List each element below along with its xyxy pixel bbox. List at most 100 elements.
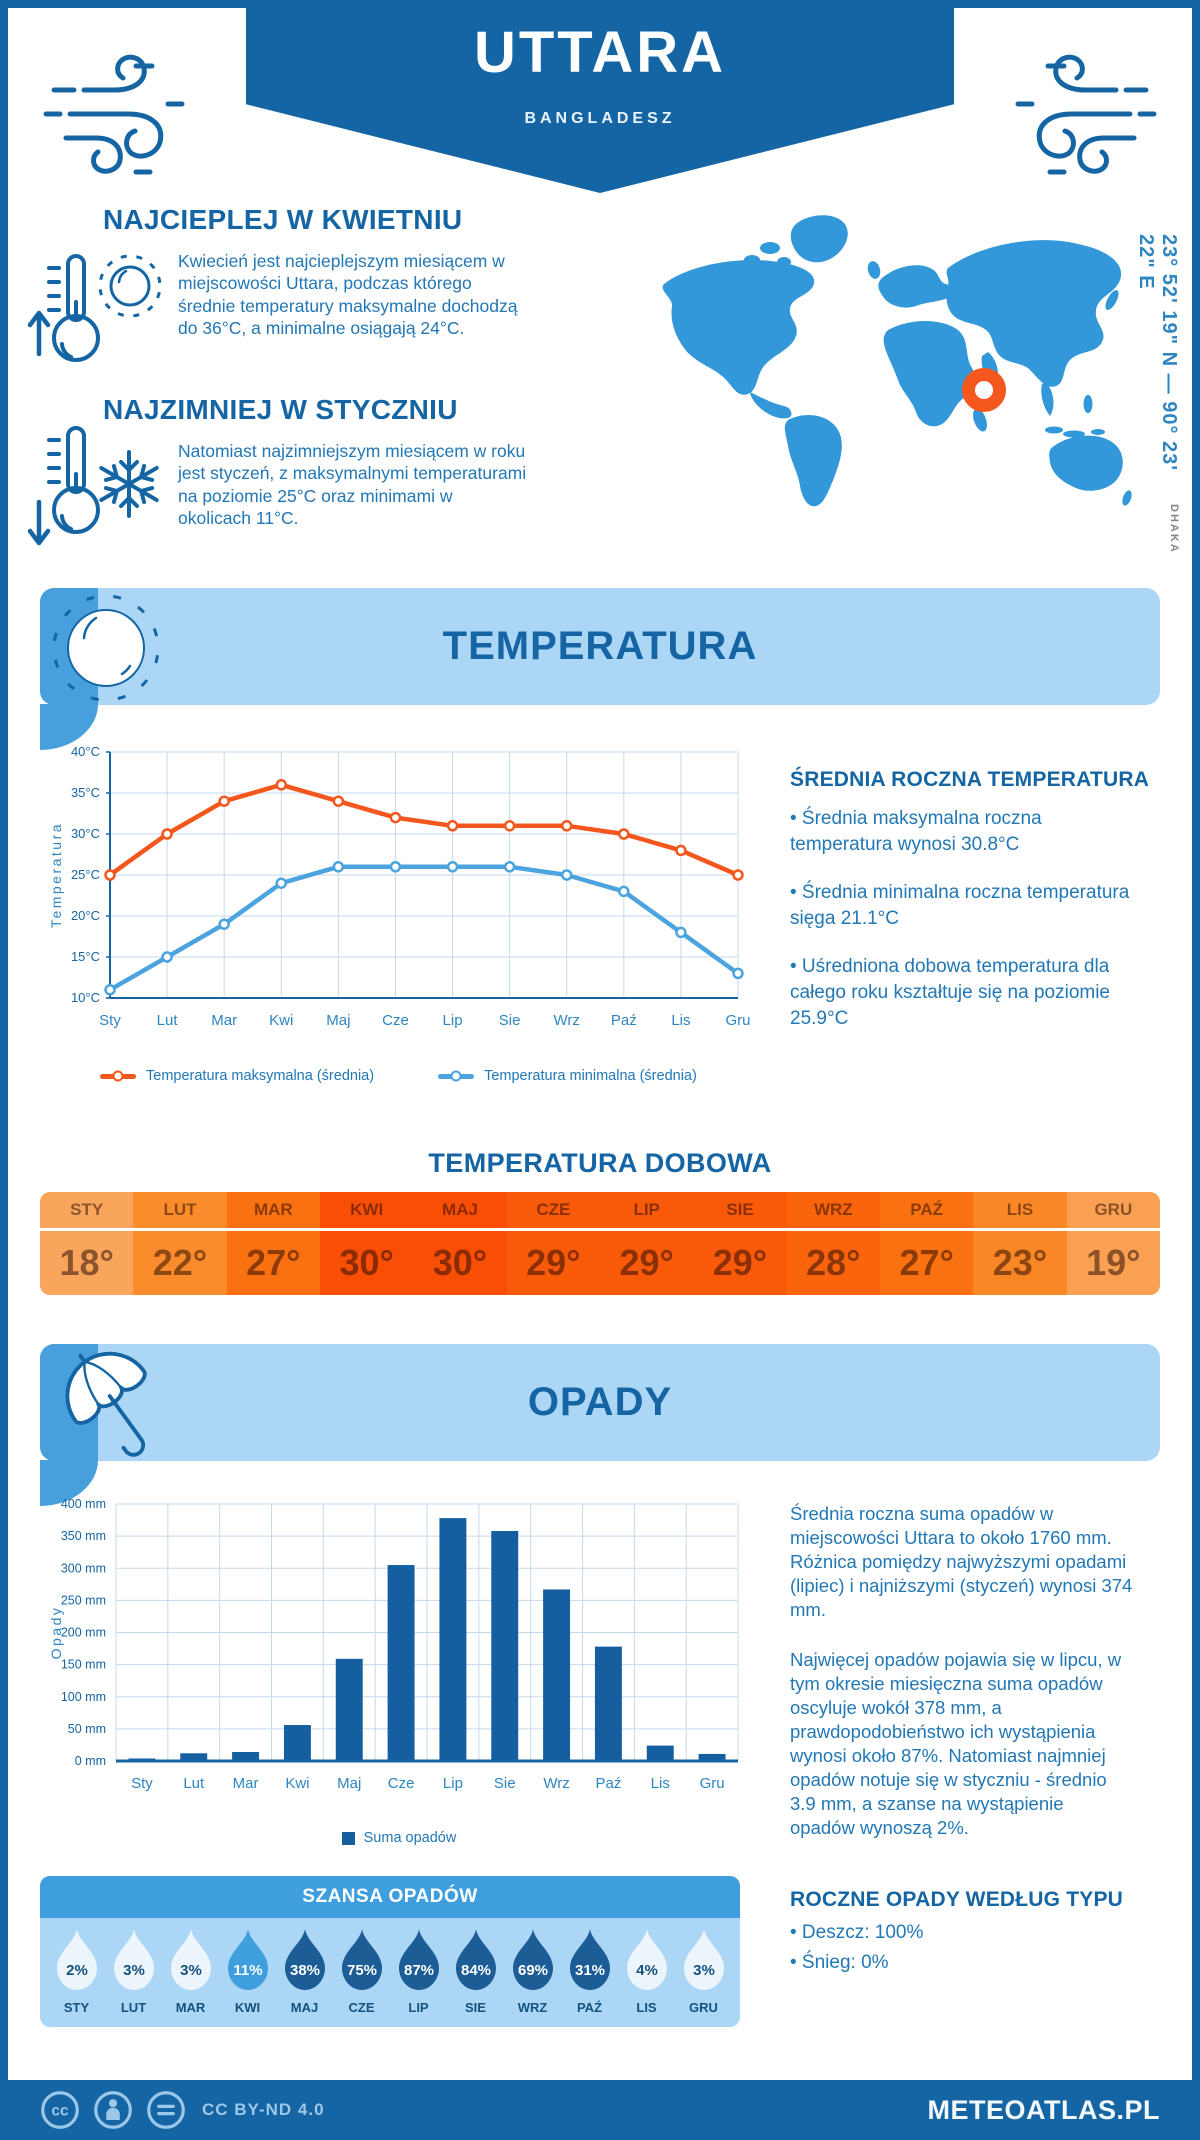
legend-min-marker: [438, 1070, 475, 1082]
table-value-cell: 18°: [40, 1231, 134, 1295]
drop-month-label: STY: [63, 2000, 90, 2015]
svg-text:10°C: 10°C: [71, 990, 100, 1005]
svg-text:4%: 4%: [636, 1962, 658, 1979]
umbrella-icon: [65, 1351, 147, 1457]
table-month-cell: STY: [40, 1192, 134, 1231]
snowflake-icon: [99, 450, 159, 518]
no-derivatives-icon: [147, 2091, 185, 2129]
svg-text:Wrz: Wrz: [543, 1775, 569, 1792]
location-marker: [962, 368, 1006, 412]
page-title: UTTARA: [473, 20, 727, 85]
svg-text:Kwi: Kwi: [285, 1775, 309, 1792]
rain-type-bullet: • Deszcz: 100%: [790, 1922, 924, 1943]
bar-chart-legend: Suma opadów: [46, 1830, 752, 1846]
raindrop-icon: 31%: [569, 1929, 610, 1990]
license-label: CC BY-ND 4.0: [202, 2100, 325, 2119]
table-value-cell: 29°: [600, 1231, 694, 1295]
coordinates-block: 23° 52' 19" N — 90° 23' 22" E DHAKA: [1134, 234, 1180, 554]
line-chart-legend: Temperatura maksymalna (średnia) Tempera…: [100, 1068, 697, 1084]
raindrop-icon: 69%: [512, 1929, 553, 1990]
svg-text:Lip: Lip: [443, 1012, 463, 1029]
rain-drop-item: 84% SIE: [450, 1928, 502, 2015]
svg-text:Sty: Sty: [131, 1775, 153, 1792]
svg-text:25°C: 25°C: [71, 867, 100, 882]
svg-text:35°C: 35°C: [71, 785, 100, 800]
svg-text:0 mm: 0 mm: [75, 1754, 106, 1768]
drop-month-label: LIS: [636, 2000, 657, 2015]
raindrop-icon: 87%: [398, 1929, 439, 1990]
rain-chance-drops: 2% STY 3% LUT 3% MAR 11% KWI 38% MAJ 75% CZE 87% LIP 8…: [40, 1918, 740, 2027]
warm-section-text: Kwiecień jest najcieplejszym miesiącem w…: [178, 251, 518, 339]
drop-month-label: GRU: [689, 2000, 718, 2015]
drop-month-label: LUT: [120, 2000, 147, 2015]
precipitation-paragraph: Najwięcej opadów pojawia się w lipcu, w …: [790, 1649, 1122, 1839]
raindrop-icon: 4%: [626, 1929, 667, 1990]
bar-legend-label: Suma opadów: [363, 1830, 457, 1846]
annual-temperature-heading: ŚREDNIA ROCZNA TEMPERATURA: [790, 768, 1150, 791]
rain-drop-item: 4% LIS: [621, 1928, 673, 2015]
svg-text:Gru: Gru: [725, 1012, 750, 1029]
rain-chance-panel: SZANSA OPADÓW 2% STY 3% LUT 3% MAR 11% KWI 38% MA…: [40, 1876, 740, 2027]
drop-month-label: WRZ: [517, 2000, 548, 2015]
svg-text:Lis: Lis: [651, 1775, 670, 1792]
precipitation-bar-chart: 0 mm 50 mm 100 mm 150 mm 200 mm 250 mm 300 mm 3…: [46, 1488, 752, 1818]
header-banner: UTTARA BANGLADESZ: [246, 0, 954, 193]
rain-drop-item: 75% CZE: [336, 1928, 388, 2015]
svg-text:Paź: Paź: [611, 1012, 637, 1029]
svg-text:100 mm: 100 mm: [61, 1690, 106, 1704]
wind-icon: [43, 54, 185, 175]
table-month-cell: PAŹ: [880, 1192, 974, 1231]
raindrop-icon: 11%: [227, 1929, 268, 1990]
raindrop-icon: 75%: [341, 1929, 382, 1990]
svg-text:400 mm: 400 mm: [61, 1497, 106, 1511]
svg-text:Temperatura: Temperatura: [48, 822, 64, 928]
table-value-cell: 27°: [880, 1231, 974, 1295]
svg-text:40°C: 40°C: [71, 744, 100, 759]
svg-text:Paź: Paź: [595, 1775, 621, 1792]
city-label: DHAKA: [1168, 504, 1180, 554]
table-month-cell: WRZ: [786, 1192, 880, 1231]
cold-section-title: NAJZIMNIEJ W STYCZNIU: [103, 394, 458, 425]
drop-month-label: MAJ: [290, 2000, 319, 2015]
table-month-cell: LIP: [600, 1192, 694, 1231]
table-value-cell: 29°: [693, 1231, 787, 1295]
svg-text:Gru: Gru: [700, 1775, 725, 1792]
svg-text:3%: 3%: [180, 1962, 202, 1979]
legend-max-marker: [100, 1070, 136, 1082]
legend-min-label: Temperatura minimalna (średnia): [484, 1068, 697, 1084]
annual-temp-bullet: • Średnia minimalna roczna temperatura s…: [790, 882, 1130, 930]
svg-text:Lip: Lip: [443, 1775, 463, 1792]
rain-drop-item: 2% STY: [51, 1928, 103, 2015]
legend-item-min: Temperatura minimalna (średnia): [438, 1068, 697, 1084]
svg-text:Lut: Lut: [183, 1775, 205, 1792]
svg-text:Lut: Lut: [157, 1012, 179, 1029]
rain-drop-item: 87% LIP: [393, 1928, 445, 2015]
svg-text:cc: cc: [51, 2102, 69, 2119]
world-map: [662, 215, 1132, 507]
snow-type-bullet: • Śnieg: 0%: [790, 1952, 889, 1973]
country-label: BANGLADESZ: [524, 110, 676, 127]
site-name: METEOATLAS.PL: [927, 2094, 1160, 2125]
precipitation-banner-title: OPADY: [527, 1380, 673, 1424]
raindrop-icon: 2%: [56, 1929, 97, 1990]
precipitation-type-heading: ROCZNE OPADY WEDŁUG TYPU: [790, 1888, 1124, 1911]
table-month-cell: MAJ: [413, 1192, 507, 1231]
svg-text:Cze: Cze: [388, 1775, 415, 1792]
drop-month-label: KWI: [234, 2000, 261, 2015]
arrow-up-icon: [27, 310, 51, 356]
raindrop-icon: 84%: [455, 1929, 496, 1990]
svg-text:31%: 31%: [574, 1962, 604, 1979]
svg-text:250 mm: 250 mm: [61, 1593, 106, 1607]
thermometer-warm-icon: [47, 254, 100, 362]
svg-text:50 mm: 50 mm: [68, 1722, 106, 1736]
temperature-banner: TEMPERATURA: [40, 588, 1160, 705]
daily-temperature-table: STY LUT MAR KWI MAJ CZE LIP SIE WRZ PAŹ LIS GRU 18° 2…: [40, 1192, 1160, 1295]
rain-drop-item: 69% WRZ: [507, 1928, 559, 2015]
precipitation-banner: OPADY: [40, 1344, 1160, 1461]
table-value-cell: 29°: [506, 1231, 600, 1295]
coordinates-text: 23° 52' 19" N — 90° 23' 22" E: [1135, 234, 1180, 472]
drop-month-label: SIE: [465, 2000, 486, 2015]
table-value-cell: 23°: [973, 1231, 1067, 1295]
rain-drop-item: 3% LUT: [108, 1928, 160, 2015]
